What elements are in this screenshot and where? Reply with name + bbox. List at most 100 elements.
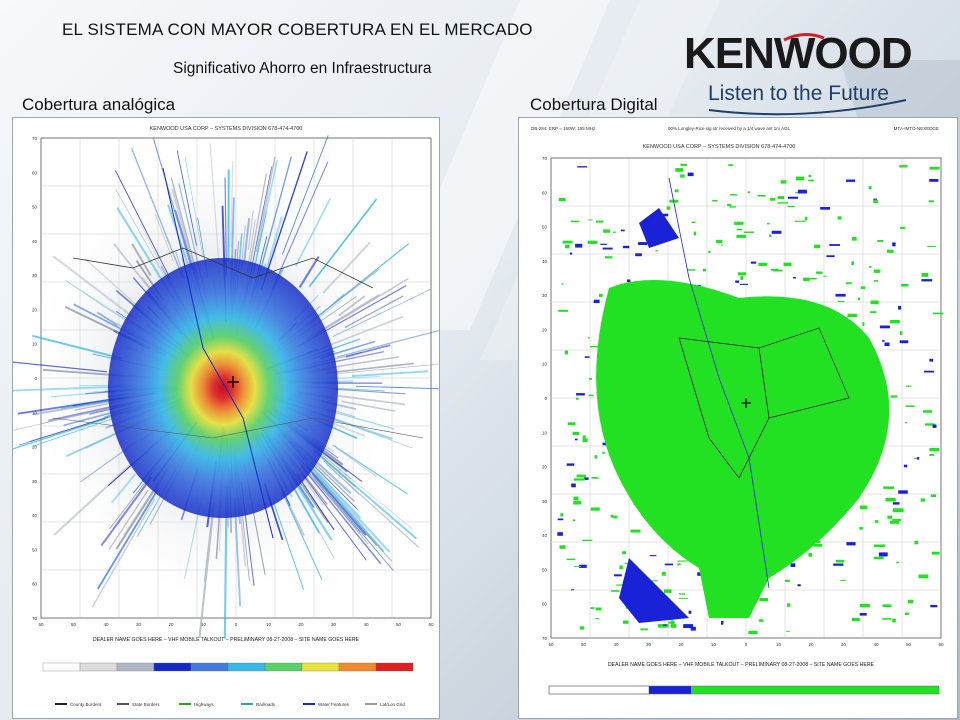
- digital-coverage-fleck: [906, 385, 911, 387]
- y-tick-label: 30: [32, 273, 38, 278]
- digital-coverage-fleck: [736, 234, 747, 238]
- digital-coverage-fleck: [892, 508, 904, 513]
- x-tick-label: 50: [906, 642, 912, 647]
- digital-signal-legend-bar: [548, 685, 940, 695]
- digital-coverage-fleck: [874, 520, 879, 523]
- digital-coverage-fleck: [576, 393, 585, 396]
- digital-map-header-mid: 90% Longley-Rice sig str received by a 1…: [668, 126, 791, 131]
- digital-coverage-fleck: [873, 280, 879, 282]
- digital-coverage-fleck: [670, 624, 677, 628]
- digital-coverage-fleck: [927, 245, 936, 248]
- digital-coverage-fleck: [622, 245, 630, 249]
- digital-coverage-fleck: [877, 240, 884, 242]
- digital-coverage-fleck: [808, 552, 813, 557]
- legend-color-swatch: [301, 662, 340, 672]
- digital-coverage-fleck: [616, 584, 623, 586]
- analog-county-border: [52, 417, 424, 439]
- x-tick-label: 10: [266, 622, 272, 627]
- digital-coverage-fleck: [882, 340, 885, 342]
- digital-coverage-fleck: [899, 165, 908, 168]
- x-tick-label: 60: [428, 622, 434, 627]
- digital-coverage-fleck: [736, 228, 743, 231]
- digital-coverage-fleck: [737, 272, 747, 276]
- digital-coverage-fleck: [929, 447, 940, 452]
- digital-coverage-fleck: [614, 574, 622, 577]
- digital-coverage-fleck: [622, 620, 629, 624]
- digital-coverage-fleck: [627, 279, 631, 283]
- digital-coverage-fleck: [787, 205, 795, 208]
- analog-terrain-streak: [130, 147, 184, 279]
- y-tick-label: 70: [542, 156, 548, 161]
- legend-item-label: Water Features: [318, 702, 350, 707]
- x-tick-label: 20: [678, 642, 684, 647]
- digital-coverage-fleck: [878, 552, 888, 557]
- digital-coverage-fleck: [898, 305, 902, 310]
- digital-water-feature: [668, 177, 770, 589]
- digital-coverage-fleck: [750, 261, 757, 264]
- digital-coverage-fleck: [590, 507, 600, 511]
- analog-terrain-streak: [332, 288, 431, 337]
- digital-coverage-fleck: [930, 604, 938, 608]
- digital-coverage-fleck: [793, 277, 796, 279]
- digital-coverage-fleck: [882, 618, 892, 620]
- digital-coverage-fleck: [649, 555, 657, 557]
- digital-coverage-fleck: [603, 229, 611, 233]
- digital-coverage-fleck: [851, 261, 854, 265]
- digital-coverage-fleck: [833, 563, 844, 566]
- analog-terrain-streak: [325, 463, 420, 549]
- digital-coverage-fleck: [561, 283, 564, 285]
- digital-coverage-fleck: [721, 620, 724, 625]
- analog-terrain-streak: [255, 156, 276, 253]
- analog-coverage-map: KENWOOD USA CORP – SYSTEMS DIVISION 678-…: [12, 117, 440, 719]
- digital-coverage-fleck: [680, 174, 685, 178]
- digital-coverage-fleck: [570, 589, 575, 591]
- digital-coverage-fleck: [567, 422, 576, 426]
- digital-coverage-fleck: [870, 311, 877, 314]
- y-tick-label: 70: [32, 136, 38, 141]
- digital-coverage-fleck: [573, 496, 579, 501]
- digital-coverage-fleck: [572, 519, 575, 522]
- legend-color-swatch: [153, 662, 192, 672]
- analog-terrain-streak: [53, 461, 135, 536]
- digital-coverage-fleck: [929, 358, 934, 362]
- digital-site-marker: [741, 398, 751, 408]
- x-tick-label: 20: [808, 642, 814, 647]
- digital-coverage-fleck: [808, 277, 817, 280]
- y-tick-label: 20: [542, 327, 548, 332]
- digital-coverage-fleck: [797, 584, 801, 587]
- digital-coverage-fleck: [580, 626, 585, 630]
- digital-coverage-fleck: [602, 247, 613, 250]
- digital-coverage-fleck: [790, 563, 796, 567]
- y-tick-label: 70: [542, 636, 548, 641]
- digital-coverage-fleck: [670, 619, 674, 621]
- digital-coverage-fleck: [557, 532, 563, 536]
- analog-terrain-streak: [247, 210, 254, 250]
- x-tick-label: 60: [38, 622, 44, 627]
- x-tick-label: 60: [548, 642, 554, 647]
- digital-coverage-fleck: [748, 630, 758, 635]
- digital-coverage-fleck: [655, 249, 658, 252]
- digital-coverage-fleck: [622, 551, 627, 555]
- x-tick-label: 30: [331, 622, 337, 627]
- digital-map-footer: DEALER NAME GOES HERE – VHF MOBILE TALKO…: [608, 662, 875, 668]
- digital-coverage-fleck: [582, 539, 593, 541]
- digital-coverage-fleck: [798, 189, 807, 194]
- digital-coverage-fleck: [708, 250, 711, 253]
- digital-coverage-fleck: [590, 345, 599, 348]
- digital-coverage-fleck: [890, 320, 900, 324]
- digital-coverage-fleck: [905, 422, 908, 424]
- legend-item-label: State Borders: [132, 702, 160, 707]
- analog-terrain-streak: [230, 161, 234, 248]
- analog-terrain-streak: [298, 256, 320, 289]
- analog-terrain-streak: [100, 476, 153, 547]
- y-tick-label: 40: [32, 239, 38, 244]
- digital-coverage-fleck: [903, 464, 908, 468]
- x-tick-label: 10: [711, 642, 717, 647]
- digital-coverage-fleck: [921, 273, 929, 277]
- digital-coverage-fleck: [808, 175, 811, 178]
- analog-terrain-streak: [335, 388, 406, 395]
- digital-coverage-fleck: [593, 299, 600, 304]
- analog-terrain-streak: [295, 489, 335, 559]
- x-tick-label: 10: [201, 622, 207, 627]
- digital-coverage-fleck: [884, 342, 890, 346]
